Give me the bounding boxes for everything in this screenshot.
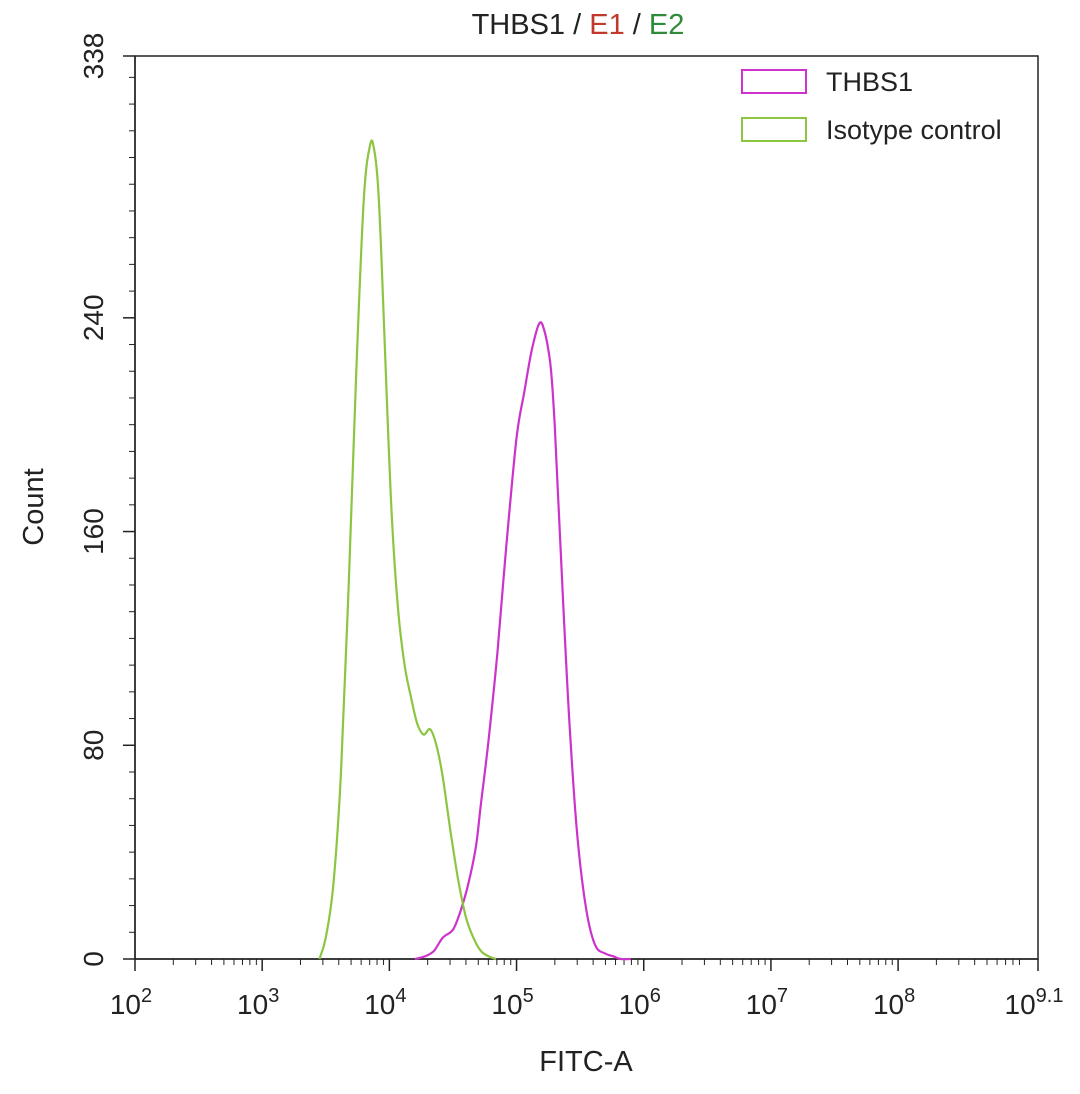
title-part-0: THBS1 (472, 9, 565, 41)
legend-label: THBS1 (826, 67, 913, 97)
y-tick-label: 338 (78, 33, 109, 80)
title-part-2: E1 (589, 9, 624, 41)
legend: THBS1 Isotype control (741, 67, 1002, 145)
x-axis-label: FITC-A (539, 1046, 633, 1078)
series-layer (318, 139, 632, 961)
series-line-isotype-control (318, 139, 497, 961)
y-axis: 0 80 160 240 338 (78, 33, 136, 967)
y-axis-label: Count (18, 468, 50, 545)
x-axis: 102 103 104 105 106 107 108 109.1 (110, 958, 1064, 1020)
x-tick-label: 103 (237, 985, 279, 1020)
x-tick-label: 108 (873, 985, 915, 1020)
y-tick-label: 0 (78, 951, 109, 967)
x-tick-label: 106 (619, 985, 661, 1020)
x-tick-label: 105 (491, 985, 533, 1020)
y-tick-label: 80 (78, 730, 109, 761)
legend-swatch (741, 69, 807, 94)
y-tick-label: 160 (78, 508, 109, 555)
legend-label: Isotype control (826, 115, 1002, 145)
x-tick-label: 102 (110, 985, 152, 1020)
legend-swatch (741, 117, 807, 142)
plot-frame (134, 55, 1039, 960)
x-tick-label: 104 (364, 985, 406, 1020)
series-line-thbs1 (414, 321, 632, 961)
y-tick-label: 240 (78, 294, 109, 341)
chart-title: THBS1 / E1 / E2 (472, 9, 685, 41)
title-part-3: / (625, 9, 649, 41)
x-tick-label: 107 (746, 985, 788, 1020)
title-part-1: / (565, 9, 589, 41)
x-tick-label: 109.1 (1005, 985, 1064, 1020)
title-part-4: E2 (649, 9, 684, 41)
